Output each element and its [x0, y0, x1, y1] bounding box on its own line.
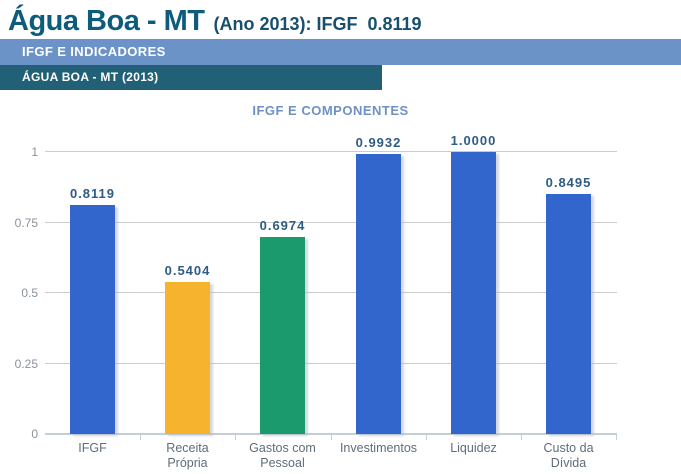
x-axis-tick: [140, 434, 141, 440]
y-axis-tick-label: 0.75: [14, 215, 38, 230]
x-axis-category-label: Gastos com Pessoal: [249, 441, 316, 470]
x-axis-tick: [521, 434, 522, 440]
bar-value-label: 0.8119: [69, 186, 116, 201]
bar-gastos-com-pessoal[interactable]: [260, 237, 305, 434]
gridline: [45, 362, 617, 364]
x-axis-tick: [331, 434, 332, 440]
gridline: [45, 151, 617, 152]
bar-receita-própria[interactable]: [165, 282, 210, 434]
bar-value-label: 1.0000: [450, 133, 497, 148]
band-primary-label: IFGF E INDICADORES: [22, 44, 166, 59]
y-axis-tick-label: 1: [31, 145, 38, 159]
y-axis-tick-label: 0.5: [21, 286, 38, 300]
bar-liquidez[interactable]: [451, 152, 496, 434]
page-title: Água Boa - MT (Ano 2013): IFGF 0.8119: [8, 1, 422, 38]
band-secondary-label: ÁGUA BOA - MT (2013): [22, 70, 159, 84]
y-axis-tick-label: 0.25: [14, 356, 38, 371]
bar-value-label: 0.8495: [545, 175, 592, 190]
x-axis-tick: [426, 434, 427, 440]
section-band-ifgf-indicadores: IFGF E INDICADORES: [0, 39, 681, 65]
x-axis-category-label: Liquidez: [450, 441, 497, 455]
gridline: [45, 292, 617, 293]
title-year-ifgf-value: (Ano 2013): IFGF 0.8119: [213, 14, 422, 34]
bar-value-label: 0.5404: [164, 263, 211, 278]
section-band-municipio-ano: ÁGUA BOA - MT (2013): [0, 65, 382, 90]
gridline: [45, 221, 617, 223]
y-axis-tick-label: 0: [31, 427, 38, 441]
x-axis-category-label: Investimentos: [339, 441, 418, 455]
bar-ifgf[interactable]: [70, 205, 115, 434]
x-axis-category-label: Custo da Dívida: [543, 441, 594, 470]
x-axis-category-label: IFGF: [78, 441, 107, 455]
x-axis-category-label: Receita Própria: [166, 441, 209, 470]
bar-value-label: 0.6974: [259, 218, 306, 233]
x-axis-tick: [616, 434, 617, 440]
chart-title: IFGF E COMPONENTES: [252, 103, 409, 118]
bar-investimentos[interactable]: [356, 154, 401, 434]
municipality-title: Água Boa - MT: [8, 5, 205, 37]
x-axis-tick: [235, 434, 236, 440]
bar-custo-da-dívida[interactable]: [546, 194, 591, 434]
bar-value-label: 0.9932: [355, 135, 402, 150]
